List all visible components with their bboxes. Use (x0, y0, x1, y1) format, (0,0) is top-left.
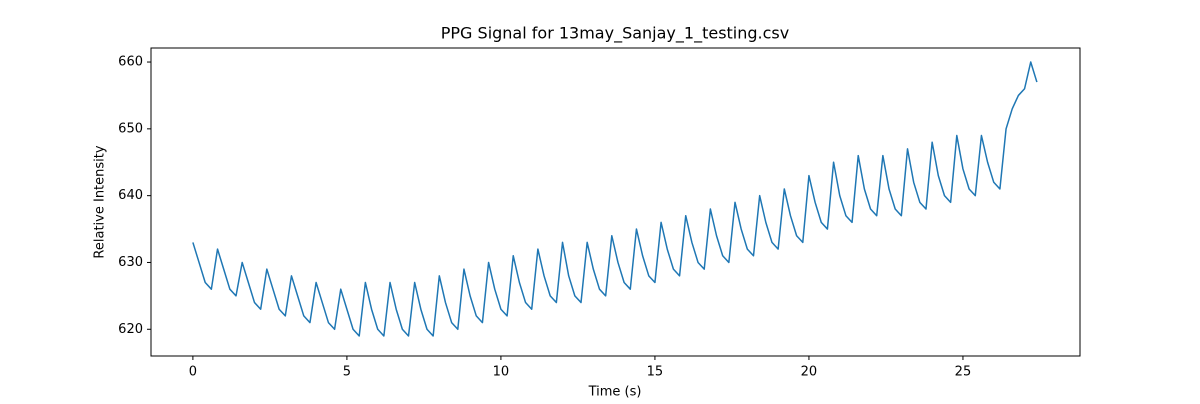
chart-title: PPG Signal for 13may_Sanjay_1_testing.cs… (441, 24, 789, 44)
x-tick-label: 25 (955, 365, 972, 380)
y-tick-label: 620 (118, 322, 143, 337)
y-axis-label: Relative Intensity (93, 145, 108, 258)
x-axis-label: Time (s) (588, 385, 642, 400)
x-tick-label: 15 (647, 365, 664, 380)
data-line (192, 61, 1038, 337)
y-tick-label: 650 (118, 121, 143, 136)
y-tick-label: 660 (118, 55, 143, 70)
y-tick-label: 630 (118, 255, 143, 270)
plot-frame (150, 47, 1081, 357)
y-tick-label: 640 (118, 188, 143, 203)
x-tick-label: 0 (189, 365, 197, 380)
x-tick-label: 5 (343, 365, 351, 380)
x-tick-label: 10 (493, 365, 510, 380)
x-tick-label: 20 (801, 365, 818, 380)
